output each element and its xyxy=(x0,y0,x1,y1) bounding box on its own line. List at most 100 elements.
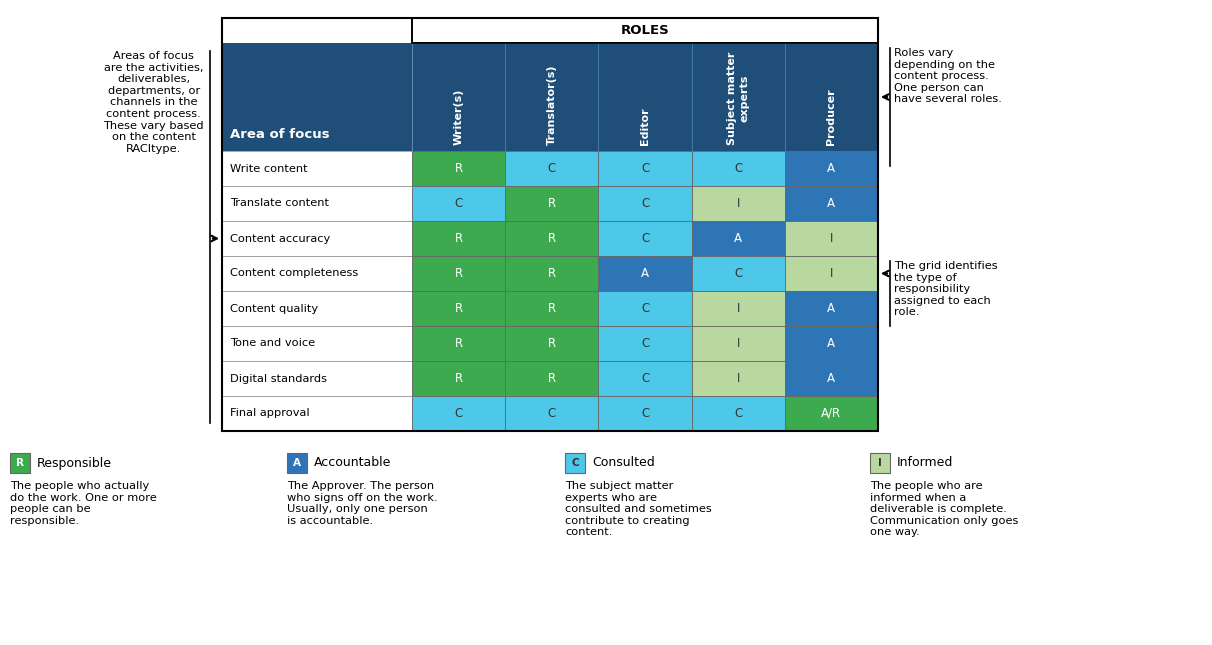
Bar xyxy=(222,291,412,326)
Text: I: I xyxy=(737,337,739,350)
Text: Tone and voice: Tone and voice xyxy=(230,339,315,348)
Text: The people who actually
do the work. One or more
people can be
responsible.: The people who actually do the work. One… xyxy=(10,481,156,526)
Text: A: A xyxy=(734,232,742,245)
Text: C: C xyxy=(641,372,650,385)
Bar xyxy=(222,256,412,291)
Text: Content completeness: Content completeness xyxy=(230,268,359,279)
Bar xyxy=(785,291,877,326)
Text: C: C xyxy=(454,407,463,420)
Text: C: C xyxy=(571,458,579,468)
Bar xyxy=(412,18,877,43)
Text: A: A xyxy=(828,302,835,315)
Bar xyxy=(412,221,505,256)
Bar xyxy=(505,361,599,396)
Bar xyxy=(692,326,785,361)
Text: I: I xyxy=(877,458,882,468)
Bar xyxy=(505,396,599,431)
Text: Accountable: Accountable xyxy=(314,457,391,470)
Bar xyxy=(785,326,877,361)
Text: Consulted: Consulted xyxy=(591,457,654,470)
Text: The subject matter
experts who are
consulted and sometimes
contribute to creatin: The subject matter experts who are consu… xyxy=(565,481,711,537)
Bar xyxy=(870,453,890,473)
Bar xyxy=(599,361,692,396)
Bar xyxy=(785,151,877,186)
Bar xyxy=(692,43,785,151)
Bar xyxy=(785,186,877,221)
Bar xyxy=(412,186,505,221)
Bar xyxy=(692,256,785,291)
Bar xyxy=(412,43,505,151)
Text: I: I xyxy=(737,372,739,385)
Bar xyxy=(222,326,412,361)
Bar xyxy=(505,43,599,151)
Text: R: R xyxy=(454,232,463,245)
Text: Informed: Informed xyxy=(897,457,954,470)
Text: R: R xyxy=(16,458,24,468)
Bar xyxy=(692,396,785,431)
Bar xyxy=(599,396,692,431)
Text: C: C xyxy=(641,302,650,315)
Bar xyxy=(599,151,692,186)
Text: A: A xyxy=(828,162,835,175)
Text: R: R xyxy=(454,337,463,350)
Text: C: C xyxy=(641,162,650,175)
Bar xyxy=(412,18,877,43)
Bar xyxy=(505,256,599,291)
Text: C: C xyxy=(548,407,556,420)
Bar xyxy=(412,151,505,186)
Text: Areas of focus
are the activities,
deliverables,
departments, or
channels in the: Areas of focus are the activities, deliv… xyxy=(103,51,204,154)
Bar xyxy=(505,151,599,186)
Text: R: R xyxy=(454,162,463,175)
Text: Content quality: Content quality xyxy=(230,304,318,313)
Bar xyxy=(692,186,785,221)
Bar xyxy=(222,151,412,186)
Bar xyxy=(505,221,599,256)
Bar xyxy=(565,453,585,473)
Text: R: R xyxy=(548,372,556,385)
Bar xyxy=(505,326,599,361)
Bar xyxy=(505,291,599,326)
Text: Editor: Editor xyxy=(640,107,650,145)
Text: Final approval: Final approval xyxy=(230,408,309,419)
Bar xyxy=(222,18,877,431)
Bar xyxy=(785,43,877,151)
Text: The people who are
informed when a
deliverable is complete.
Communication only g: The people who are informed when a deliv… xyxy=(870,481,1018,537)
Bar xyxy=(222,186,412,221)
Bar xyxy=(785,221,877,256)
Bar xyxy=(222,43,412,151)
Bar xyxy=(785,361,877,396)
Text: A: A xyxy=(828,372,835,385)
Text: C: C xyxy=(734,162,742,175)
Text: The Approver. The person
who signs off on the work.
Usually, only one person
is : The Approver. The person who signs off o… xyxy=(287,481,438,526)
Text: Responsible: Responsible xyxy=(38,457,112,470)
Text: R: R xyxy=(454,372,463,385)
Text: Translate content: Translate content xyxy=(230,199,328,208)
Text: C: C xyxy=(641,337,650,350)
Bar xyxy=(692,361,785,396)
Bar xyxy=(599,326,692,361)
Text: Subject matter
experts: Subject matter experts xyxy=(727,52,749,145)
Text: A: A xyxy=(828,337,835,350)
Text: C: C xyxy=(641,407,650,420)
Text: A: A xyxy=(293,458,301,468)
Text: I: I xyxy=(830,267,833,280)
Bar xyxy=(505,186,599,221)
Bar xyxy=(785,396,877,431)
Text: I: I xyxy=(737,197,739,210)
Text: I: I xyxy=(737,302,739,315)
Bar xyxy=(692,151,785,186)
Text: R: R xyxy=(548,267,556,280)
Text: C: C xyxy=(641,197,650,210)
Text: C: C xyxy=(734,407,742,420)
Text: Roles vary
depending on the
content process.
One person can
have several roles.: Roles vary depending on the content proc… xyxy=(894,48,1002,104)
Bar xyxy=(412,396,505,431)
Text: Digital standards: Digital standards xyxy=(230,373,327,384)
Bar xyxy=(222,361,412,396)
Bar xyxy=(692,291,785,326)
Bar xyxy=(412,326,505,361)
Text: R: R xyxy=(548,197,556,210)
Text: Write content: Write content xyxy=(230,163,308,174)
Bar xyxy=(599,256,692,291)
Text: R: R xyxy=(548,232,556,245)
Bar xyxy=(222,221,412,256)
